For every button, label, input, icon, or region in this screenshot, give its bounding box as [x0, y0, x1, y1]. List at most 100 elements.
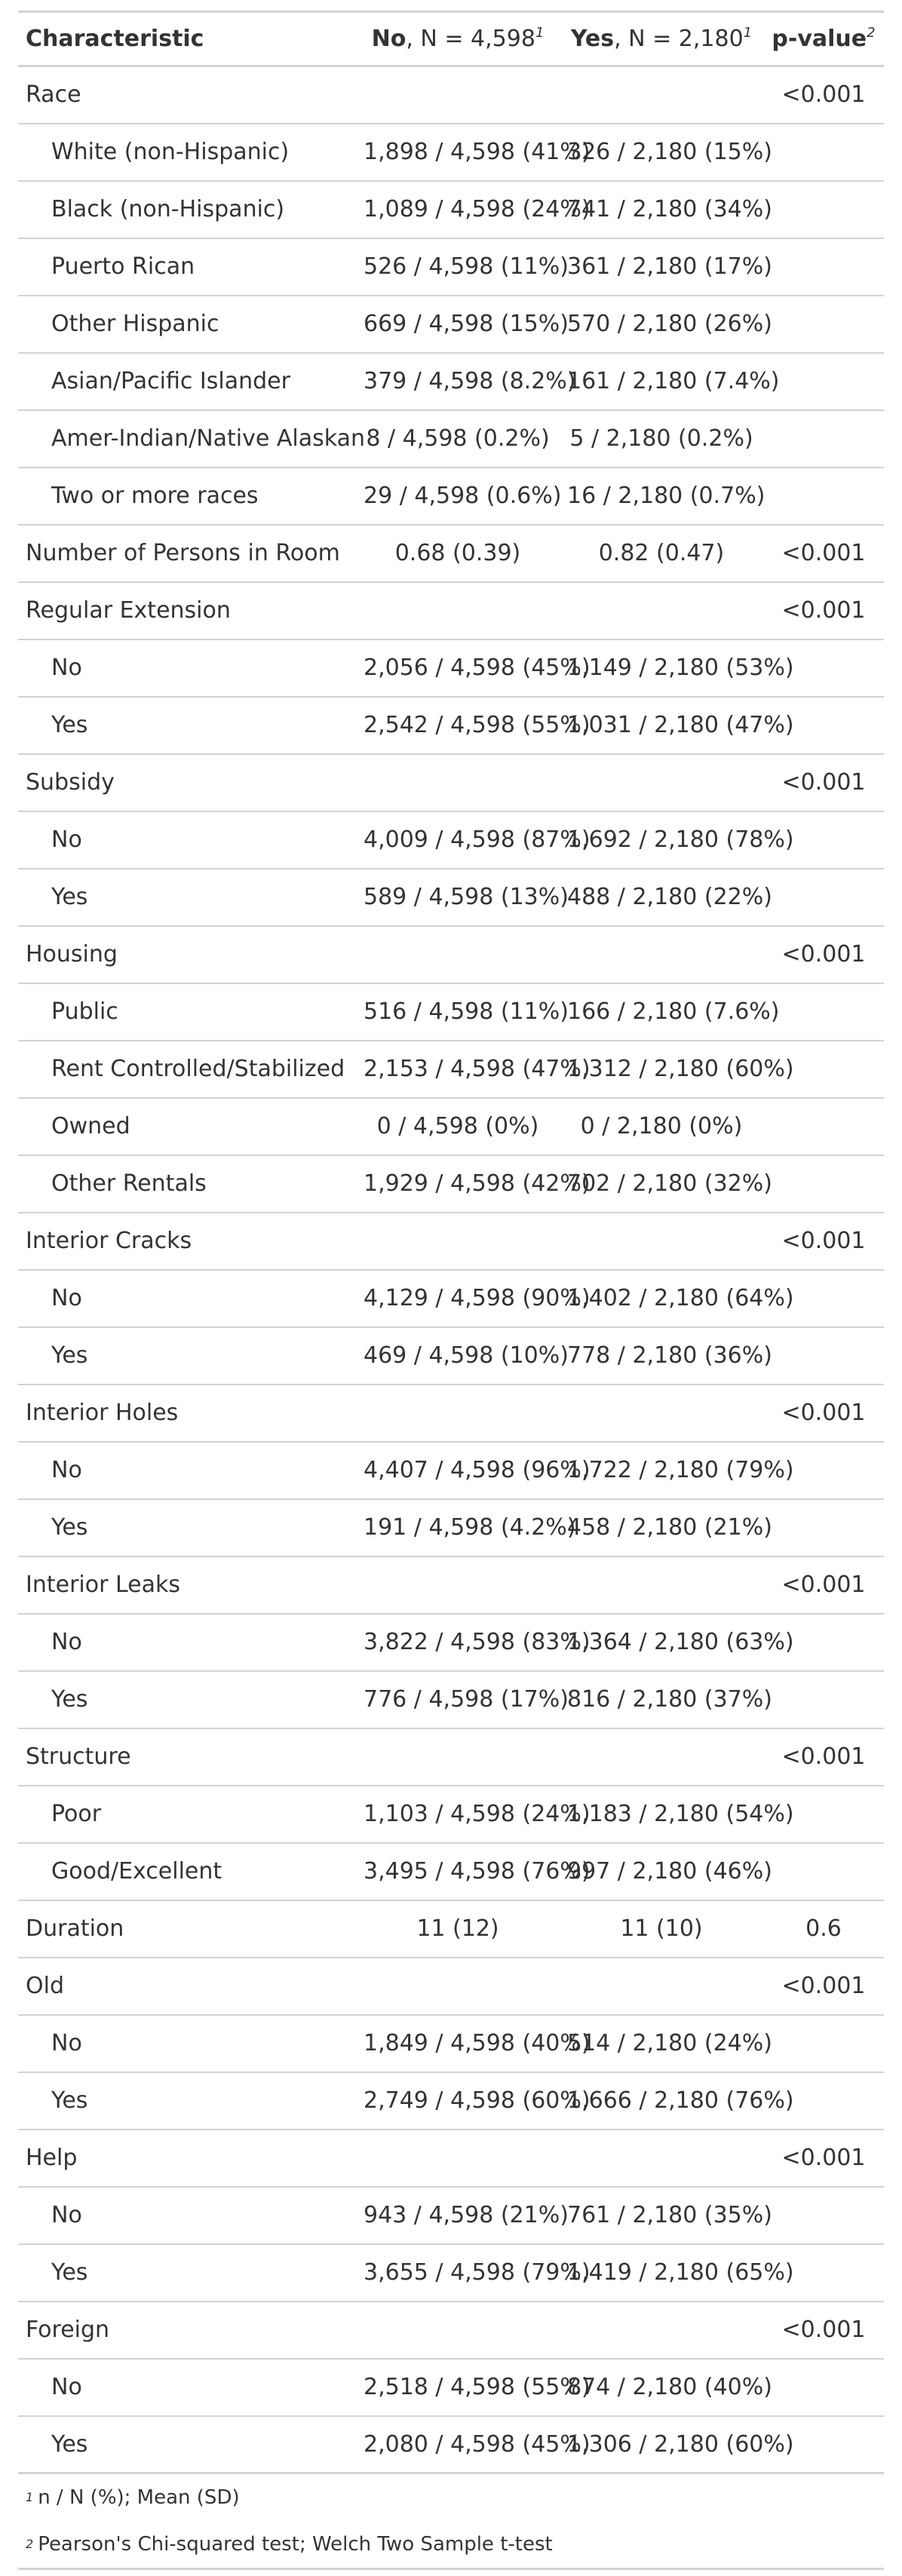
row-label: Housing: [18, 925, 356, 984]
cell-pvalue: [763, 409, 884, 468]
cell-no: 1,898 / 4,598 (41%): [356, 123, 591, 182]
cell-pvalue: [763, 2243, 884, 2302]
table-row: Black (non-Hispanic) 1,089 / 4,598 (24%) 7…: [18, 180, 884, 239]
cell-pvalue: <0.001: [763, 1728, 884, 1786]
table-row: Old <0.001: [18, 1957, 884, 2016]
cell-pvalue: [763, 1785, 884, 1844]
cell-no: 776 / 4,598 (17%): [356, 1670, 569, 1729]
cell-pvalue: <0.001: [763, 2301, 884, 2360]
row-label: Other Hispanic: [18, 295, 356, 354]
cell-no: 8 / 4,598 (0.2%): [356, 409, 560, 468]
table-row: Yes 589 / 4,598 (13%) 488 / 2,180 (22%): [18, 868, 884, 927]
cell-yes: 778 / 2,180 (36%): [560, 1326, 772, 1385]
header-no: No, N = 4,5981: [356, 11, 560, 67]
table-row: Housing <0.001: [18, 925, 884, 984]
cell-yes: [560, 925, 763, 984]
row-label: No: [18, 1269, 356, 1328]
cell-yes: 1,149 / 2,180 (53%): [560, 639, 794, 698]
table-row: Regular Extension <0.001: [18, 581, 884, 640]
cell-yes: 1,722 / 2,180 (79%): [560, 1441, 794, 1500]
table-row: Asian/Pacific Islander 379 / 4,598 (8.2%)…: [18, 352, 884, 411]
row-label: Yes: [18, 868, 356, 927]
table-row: Two or more races 29 / 4,598 (0.6%) 16 / 2…: [18, 467, 884, 526]
table-row: White (non-Hispanic) 1,898 / 4,598 (41%) 3…: [18, 123, 884, 182]
cell-yes: 16 / 2,180 (0.7%): [560, 467, 765, 526]
row-label: Yes: [18, 2243, 356, 2302]
table-row: Amer-Indian/Native Alaskan 8 / 4,598 (0.2…: [18, 409, 884, 468]
table-row: Good/Excellent 3,495 / 4,598 (76%) 997 / 2…: [18, 1842, 884, 1901]
header-no-bold: No: [371, 26, 407, 52]
row-label: Interior Holes: [18, 1384, 356, 1443]
row-label: Interior Cracks: [18, 1212, 356, 1271]
row-label: No: [18, 2014, 356, 2073]
cell-pvalue: <0.001: [763, 925, 884, 984]
cell-pvalue: [763, 352, 884, 411]
summary-table: Characteristic No, N = 4,5981 Yes, N = 2…: [18, 11, 884, 2474]
cell-no: 2,518 / 4,598 (55%): [356, 2358, 591, 2417]
table-row: Interior Holes <0.001: [18, 1384, 884, 1443]
cell-pvalue: [763, 123, 884, 182]
table-row: Subsidy <0.001: [18, 753, 884, 812]
cell-yes: 1,312 / 2,180 (60%): [560, 1040, 794, 1099]
cell-pvalue: [763, 2014, 884, 2073]
row-label: Puerto Rican: [18, 238, 356, 296]
row-label: No: [18, 1441, 356, 1500]
cell-pvalue: [763, 180, 884, 239]
row-label: No: [18, 639, 356, 698]
cell-no: 1,103 / 4,598 (24%): [356, 1785, 591, 1844]
cell-no: 0.68 (0.39): [356, 524, 560, 583]
table-row: No 4,407 / 4,598 (96%) 1,722 / 2,180 (79%): [18, 1441, 884, 1500]
cell-yes: 997 / 2,180 (46%): [560, 1842, 772, 1901]
cell-pvalue: <0.001: [763, 1212, 884, 1271]
row-label: Structure: [18, 1728, 356, 1786]
cell-pvalue: [763, 2358, 884, 2417]
table-row: No 943 / 4,598 (21%) 761 / 2,180 (35%): [18, 2186, 884, 2245]
cell-yes: 741 / 2,180 (34%): [560, 180, 772, 239]
header-pvalue-footnote-marker: 2: [867, 25, 876, 41]
cell-pvalue: [763, 295, 884, 354]
cell-pvalue: <0.001: [763, 1384, 884, 1443]
table-row: No 4,009 / 4,598 (87%) 1,692 / 2,180 (78%): [18, 811, 884, 869]
cell-pvalue: [763, 2072, 884, 2130]
cell-pvalue: [763, 238, 884, 296]
row-label: Asian/Pacific Islander: [18, 352, 356, 411]
cell-yes: [560, 1556, 763, 1615]
cell-yes: 0 / 2,180 (0%): [560, 1097, 763, 1156]
footnote-2-text: Pearson's Chi-squared test; Welch Two Sa…: [38, 2533, 553, 2556]
cell-pvalue: <0.001: [763, 2129, 884, 2188]
cell-pvalue: [763, 2186, 884, 2245]
table-row: Interior Cracks <0.001: [18, 1212, 884, 1271]
cell-yes: 702 / 2,180 (32%): [560, 1155, 772, 1213]
cell-yes: 458 / 2,180 (21%): [560, 1498, 772, 1557]
table-row: Yes 2,080 / 4,598 (45%) 1,306 / 2,180 (60%…: [18, 2415, 884, 2474]
cell-pvalue: [763, 1441, 884, 1500]
cell-yes: [560, 2301, 763, 2360]
cell-yes: 5 / 2,180 (0.2%): [560, 409, 763, 468]
cell-pvalue: [763, 1498, 884, 1557]
row-label: Foreign: [18, 2301, 356, 2360]
cell-yes: 1,306 / 2,180 (60%): [560, 2415, 794, 2474]
cell-no: [356, 2129, 560, 2188]
cell-no: 4,009 / 4,598 (87%): [356, 811, 591, 869]
header-yes-n: , N = 2,180: [614, 26, 744, 52]
table-row: Duration 11 (12) 11 (10) 0.6: [18, 1900, 884, 1958]
header-no-footnote-marker: 1: [535, 25, 545, 41]
cell-yes: 1,364 / 2,180 (63%): [560, 1613, 794, 1672]
table-row: Other Rentals 1,929 / 4,598 (42%) 702 / 2,…: [18, 1155, 884, 1213]
cell-no: 1,089 / 4,598 (24%): [356, 180, 591, 239]
cell-no: [356, 581, 560, 640]
table-body: Race <0.001 White (non-Hispanic) 1,898 / 4,…: [18, 66, 884, 2474]
table-row: Owned 0 / 4,598 (0%) 0 / 2,180 (0%): [18, 1097, 884, 1156]
summary-table-container: Characteristic No, N = 4,5981 Yes, N = 2…: [18, 11, 884, 2570]
row-label: Yes: [18, 1498, 356, 1557]
cell-no: 191 / 4,598 (4.2%): [356, 1498, 575, 1557]
cell-pvalue: [763, 1040, 884, 1099]
table-row: Yes 3,655 / 4,598 (79%) 1,419 / 2,180 (65%…: [18, 2243, 884, 2302]
row-label: No: [18, 2186, 356, 2245]
table-row: Race <0.001: [18, 66, 884, 124]
row-label: Regular Extension: [18, 581, 356, 640]
row-label: Good/Excellent: [18, 1842, 356, 1901]
cell-no: [356, 1957, 560, 2016]
row-label: Yes: [18, 2072, 356, 2130]
